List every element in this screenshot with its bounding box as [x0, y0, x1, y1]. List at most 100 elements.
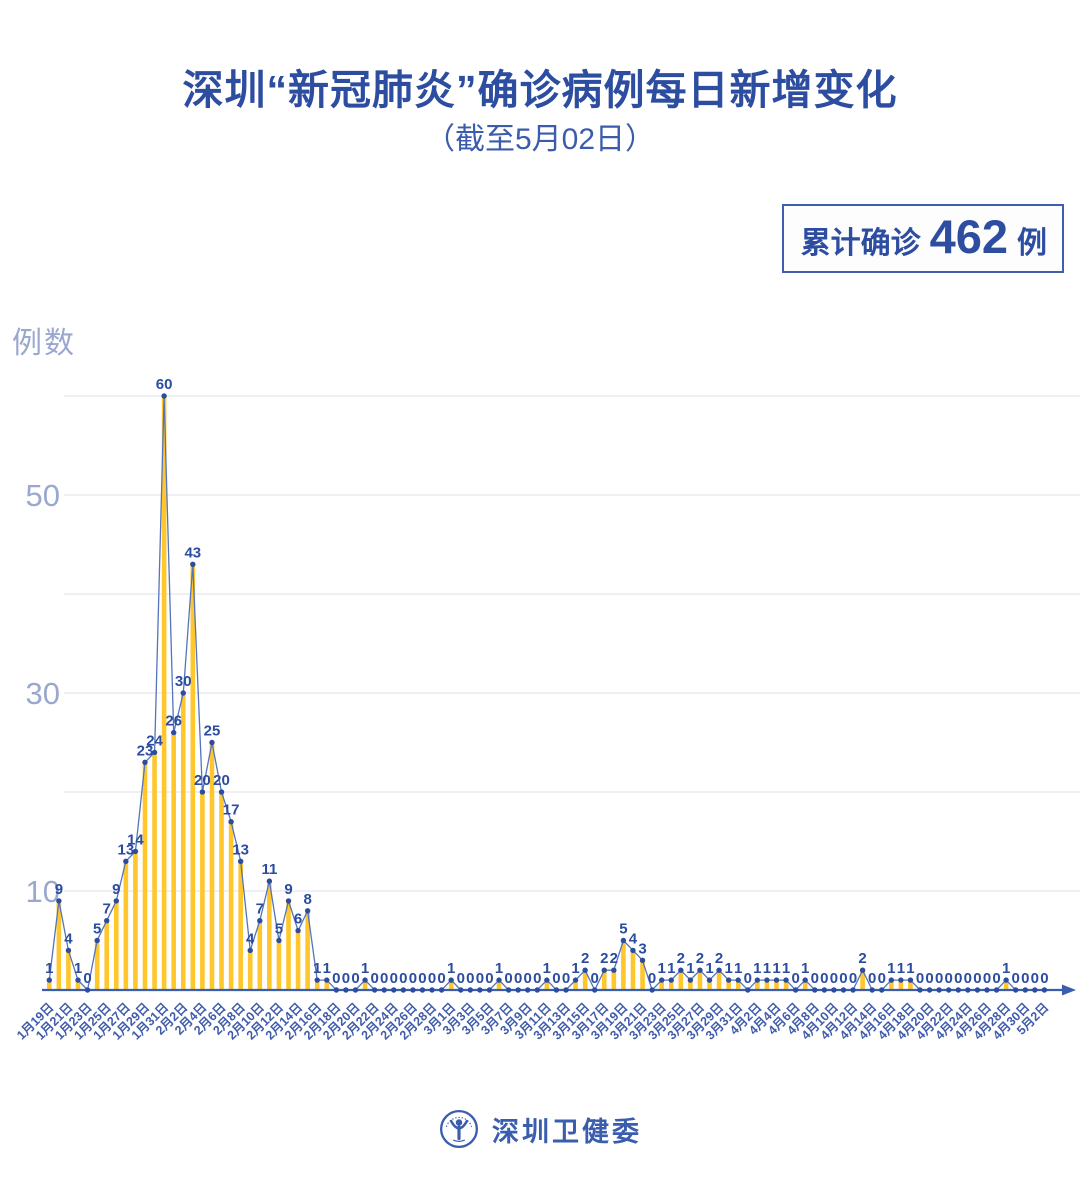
svg-text:1: 1 [782, 960, 790, 977]
svg-text:0: 0 [83, 970, 91, 987]
svg-text:20: 20 [213, 772, 230, 789]
svg-text:1: 1 [571, 960, 579, 977]
svg-text:0: 0 [562, 970, 570, 987]
svg-text:0: 0 [983, 970, 991, 987]
svg-text:60: 60 [156, 376, 173, 393]
svg-text:0: 0 [351, 970, 359, 987]
svg-text:13: 13 [118, 841, 135, 858]
svg-text:26: 26 [165, 713, 182, 730]
svg-text:2: 2 [696, 950, 704, 967]
svg-text:0: 0 [1021, 970, 1029, 987]
svg-text:0: 0 [973, 970, 981, 987]
svg-text:0: 0 [811, 970, 819, 987]
svg-text:9: 9 [112, 881, 120, 898]
badge-value: 462 [929, 210, 1008, 263]
svg-text:0: 0 [839, 970, 847, 987]
svg-text:2: 2 [858, 950, 866, 967]
svg-text:0: 0 [830, 970, 838, 987]
svg-text:0: 0 [370, 970, 378, 987]
svg-text:0: 0 [1040, 970, 1048, 987]
svg-text:8: 8 [303, 891, 311, 908]
x-axis [42, 984, 1076, 996]
svg-text:4: 4 [246, 930, 255, 947]
badge-label: 累计确诊 [800, 227, 921, 260]
svg-text:0: 0 [533, 970, 541, 987]
footer: 深圳卫健委 [0, 1108, 1080, 1150]
svg-text:1: 1 [705, 960, 713, 977]
gridlines [64, 395, 1080, 892]
svg-text:20: 20 [194, 772, 211, 789]
footer-org-name: 深圳卫健委 [492, 1116, 642, 1147]
svg-text:0: 0 [945, 970, 953, 987]
svg-text:1: 1 [543, 960, 551, 977]
svg-text:1: 1 [323, 960, 331, 977]
svg-text:0: 0 [849, 970, 857, 987]
cumulative-total-badge: 累计确诊 462 例 [781, 204, 1064, 273]
svg-text:5: 5 [275, 921, 283, 938]
svg-text:0: 0 [476, 970, 484, 987]
svg-text:25: 25 [204, 723, 221, 740]
svg-text:0: 0 [380, 970, 388, 987]
health-commission-logo-icon [439, 1109, 479, 1149]
svg-text:0: 0 [935, 970, 943, 987]
svg-text:1: 1 [887, 960, 895, 977]
svg-text:7: 7 [103, 901, 111, 918]
svg-text:2: 2 [610, 950, 618, 967]
svg-text:1: 1 [667, 960, 675, 977]
svg-text:1: 1 [734, 960, 742, 977]
svg-text:0: 0 [332, 970, 340, 987]
svg-text:11: 11 [261, 861, 277, 878]
svg-text:0: 0 [390, 970, 398, 987]
svg-text:0: 0 [485, 970, 493, 987]
chart-title: 深圳“新冠肺炎”确诊病例每日新增变化 [182, 67, 898, 113]
svg-text:0: 0 [552, 970, 560, 987]
svg-text:0: 0 [925, 970, 933, 987]
svg-text:0: 0 [399, 970, 407, 987]
svg-text:0: 0 [342, 970, 350, 987]
svg-text:0: 0 [514, 970, 522, 987]
axis-arrow-icon [1062, 984, 1076, 996]
svg-text:0: 0 [648, 970, 656, 987]
svg-text:0: 0 [437, 970, 445, 987]
svg-text:1: 1 [1002, 960, 1010, 977]
svg-text:1: 1 [657, 960, 665, 977]
svg-text:24: 24 [146, 732, 163, 749]
svg-text:9: 9 [284, 881, 292, 898]
svg-text:0: 0 [954, 970, 962, 987]
svg-text:43: 43 [184, 544, 201, 561]
svg-text:5: 5 [93, 921, 101, 938]
svg-text:10: 10 [26, 874, 60, 909]
badge-unit: 例 [1017, 227, 1047, 260]
svg-text:1: 1 [313, 960, 321, 977]
svg-text:4: 4 [629, 930, 638, 947]
svg-text:1: 1 [447, 960, 455, 977]
svg-text:1: 1 [724, 960, 732, 977]
svg-text:1: 1 [772, 960, 780, 977]
svg-text:3: 3 [638, 940, 646, 957]
svg-text:0: 0 [964, 970, 972, 987]
svg-text:0: 0 [457, 970, 465, 987]
svg-text:13: 13 [232, 841, 249, 858]
svg-text:0: 0 [744, 970, 752, 987]
svg-text:0: 0 [591, 970, 599, 987]
svg-text:30: 30 [175, 673, 192, 690]
svg-text:1: 1 [763, 960, 771, 977]
svg-text:0: 0 [868, 970, 876, 987]
svg-text:1: 1 [906, 960, 914, 977]
chart-subtitle: （截至5月02日） [424, 123, 656, 156]
svg-text:1: 1 [686, 960, 694, 977]
svg-text:50: 50 [26, 478, 60, 513]
svg-text:1: 1 [495, 960, 503, 977]
svg-text:0: 0 [428, 970, 436, 987]
svg-text:0: 0 [409, 970, 417, 987]
svg-text:2: 2 [677, 950, 685, 967]
svg-text:0: 0 [1031, 970, 1039, 987]
svg-text:7: 7 [256, 901, 264, 918]
svg-text:1: 1 [897, 960, 905, 977]
y-axis-title: 例数 [12, 327, 76, 360]
svg-text:23: 23 [137, 742, 154, 759]
svg-text:0: 0 [820, 970, 828, 987]
svg-text:0: 0 [524, 970, 532, 987]
svg-text:6: 6 [294, 911, 302, 928]
